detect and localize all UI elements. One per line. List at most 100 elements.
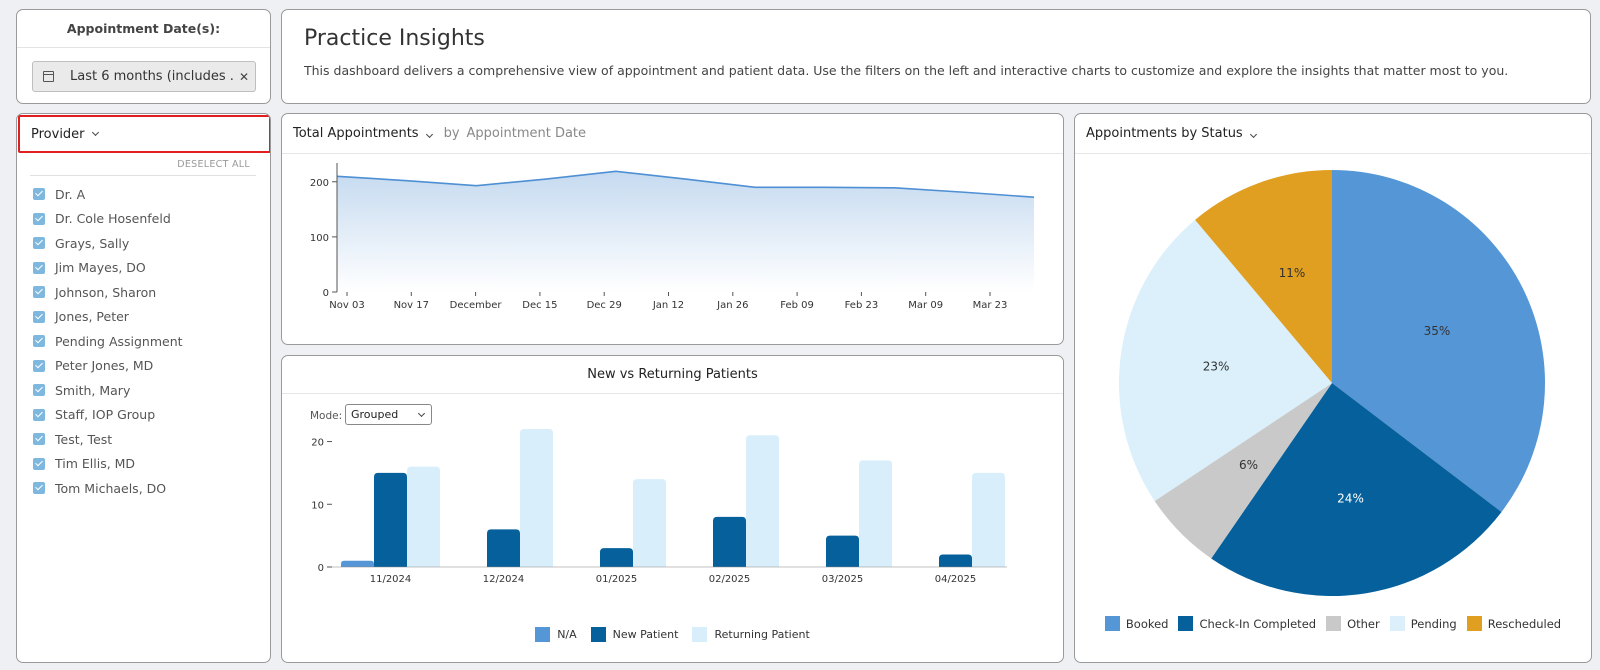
- pie-slice[interactable]: [1332, 170, 1545, 512]
- provider-list: Dr. A Dr. Cole Hosenfeld Grays, Sally Jim M…: [33, 182, 183, 501]
- provider-item-label: Tom Michaels, DO: [55, 480, 167, 496]
- provider-filter-card: Provider DESELECT ALL Dr. A Dr. Cole Hose…: [16, 113, 271, 663]
- provider-item[interactable]: Tim Ellis, MD: [33, 452, 183, 477]
- provider-checkbox[interactable]: [33, 310, 45, 323]
- pie-slice[interactable]: [1195, 170, 1332, 383]
- bar[interactable]: [341, 560, 374, 567]
- provider-checkbox[interactable]: [33, 237, 45, 250]
- bar[interactable]: [972, 472, 1005, 567]
- provider-checkbox[interactable]: [33, 261, 45, 274]
- bar[interactable]: [713, 516, 746, 567]
- legend-item[interactable]: Other: [1326, 616, 1380, 631]
- provider-checkbox[interactable]: [33, 359, 45, 372]
- series-line[interactable]: [336, 170, 1035, 199]
- provider-item[interactable]: Peter Jones, MD: [33, 354, 183, 379]
- bar[interactable]: [487, 529, 520, 567]
- provider-checkbox[interactable]: [33, 457, 45, 470]
- provider-item-label: Test, Test: [55, 431, 113, 447]
- legend-item[interactable]: Check-In Completed: [1178, 616, 1316, 631]
- provider-item-label: Dr. A: [55, 186, 86, 202]
- x-tick-label: Mar 23: [973, 300, 1008, 311]
- x-tick-label: Jan 26: [716, 300, 748, 311]
- legend-item[interactable]: Booked: [1104, 616, 1168, 631]
- provider-item[interactable]: Jones, Peter: [33, 305, 183, 330]
- provider-checkbox[interactable]: [33, 212, 45, 225]
- deselect-all-button[interactable]: DESELECT ALL: [177, 159, 250, 170]
- provider-item[interactable]: Grays, Sally: [33, 231, 183, 256]
- metric-dropdown[interactable]: Total Appointments: [293, 126, 433, 141]
- bar[interactable]: [374, 472, 407, 567]
- y-tick-label: 0: [323, 288, 329, 299]
- bar[interactable]: [633, 479, 666, 567]
- legend-label: Other: [1347, 616, 1380, 631]
- provider-checkbox[interactable]: [33, 188, 45, 201]
- provider-item[interactable]: Test, Test: [33, 427, 183, 452]
- line-card-header: Total Appointments by Appointment Date: [282, 114, 1063, 154]
- new-vs-returning-chart[interactable]: 0 10 20 11/2024 12/2024 01/2025 02/2025 03/2025…: [282, 356, 1063, 662]
- provider-item-label: Dr. Cole Hosenfeld: [55, 211, 171, 227]
- date-range-chip[interactable]: Last 6 months (includes ... ✕: [32, 61, 256, 92]
- legend-swatch: [1104, 616, 1120, 631]
- provider-checkbox[interactable]: [33, 408, 45, 421]
- new-vs-returning-card: New vs Returning Patients 0 10 20 11/2024 12…: [281, 355, 1064, 663]
- y-tick-label: 20: [311, 438, 324, 449]
- bar[interactable]: [859, 460, 892, 567]
- provider-item-label: Pending Assignment: [55, 333, 183, 349]
- pie-slice[interactable]: [1211, 383, 1502, 596]
- provider-item[interactable]: Pending Assignment: [33, 329, 183, 354]
- bar-legend: N/A New Patient Returning Patient: [282, 627, 1063, 642]
- provider-item[interactable]: Staff, IOP Group: [33, 403, 183, 428]
- pie-metric-dropdown[interactable]: Appointments by Status: [1086, 126, 1257, 141]
- pie-slice[interactable]: [1154, 383, 1332, 559]
- provider-item[interactable]: Dr. A: [33, 182, 183, 207]
- legend-item[interactable]: Returning Patient: [692, 627, 810, 642]
- bar[interactable]: [520, 429, 553, 567]
- total-appointments-chart[interactable]: 0 100 200 Nov 03 Nov 17 December Dec 15 Dec 29 J…: [282, 155, 1063, 345]
- x-tick-label: Nov 17: [394, 300, 429, 311]
- legend-item[interactable]: New Patient: [590, 627, 679, 642]
- bar[interactable]: [939, 554, 972, 567]
- provider-item[interactable]: Dr. Cole Hosenfeld: [33, 207, 183, 232]
- provider-item[interactable]: Jim Mayes, DO: [33, 256, 183, 281]
- bar[interactable]: [407, 466, 440, 567]
- calendar-icon: [43, 71, 54, 82]
- bar[interactable]: [746, 435, 779, 567]
- legend-item[interactable]: Pending: [1389, 616, 1457, 631]
- bar[interactable]: [600, 548, 633, 567]
- chevron-down-icon: [91, 128, 99, 136]
- by-label: by: [443, 126, 460, 141]
- x-tick-label: 01/2025: [596, 574, 638, 585]
- provider-item[interactable]: Johnson, Sharon: [33, 280, 183, 305]
- legend-label: New Patient: [612, 628, 679, 641]
- provider-item-label: Grays, Sally: [55, 235, 130, 251]
- provider-checkbox[interactable]: [33, 384, 45, 397]
- legend-swatch: [1178, 616, 1194, 631]
- provider-item[interactable]: Smith, Mary: [33, 378, 183, 403]
- legend-swatch: [1326, 616, 1342, 631]
- legend-label: Check-In Completed: [1199, 616, 1317, 631]
- page-title: Practice Insights: [304, 26, 485, 51]
- pie-slice[interactable]: [1119, 219, 1332, 501]
- provider-dropdown[interactable]: Provider: [18, 115, 270, 153]
- appointments-by-status-chart[interactable]: 35% 24% 6% 23% 11%: [1075, 155, 1591, 610]
- x-tick-label: Feb 09: [780, 300, 814, 311]
- slice-label: 24%: [1337, 492, 1364, 506]
- date-filter-title: Appointment Date(s):: [17, 10, 270, 48]
- legend-label: Pending: [1410, 616, 1457, 631]
- provider-checkbox[interactable]: [33, 433, 45, 446]
- chevron-down-icon: [1249, 130, 1257, 139]
- dimension-label[interactable]: Appointment Date: [466, 126, 587, 141]
- legend-item[interactable]: N/A: [535, 627, 577, 642]
- divider: [30, 175, 256, 176]
- provider-checkbox[interactable]: [33, 286, 45, 299]
- legend-label: Rescheduled: [1487, 616, 1562, 631]
- provider-item[interactable]: Tom Michaels, DO: [33, 476, 183, 501]
- provider-item-label: Smith, Mary: [55, 382, 131, 398]
- mode-select[interactable]: Grouped: [345, 404, 432, 425]
- close-icon[interactable]: ✕: [238, 69, 250, 84]
- bar[interactable]: [826, 535, 859, 567]
- provider-checkbox[interactable]: [33, 482, 45, 495]
- legend-item[interactable]: Rescheduled: [1466, 616, 1562, 631]
- x-tick-label: Dec 15: [522, 300, 557, 311]
- provider-checkbox[interactable]: [33, 335, 45, 348]
